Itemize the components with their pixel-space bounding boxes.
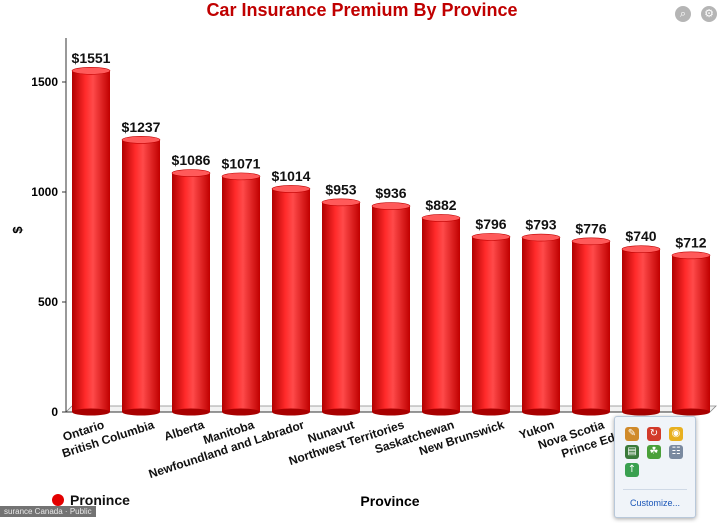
bar-body <box>472 236 510 412</box>
data-label: $1237 <box>122 119 161 135</box>
zoom-icon[interactable]: ⌕ <box>675 6 691 22</box>
bar[interactable] <box>71 66 111 416</box>
refresh-icon[interactable]: ↻ <box>647 427 661 441</box>
bar-base <box>572 408 610 416</box>
bar-cap <box>321 198 361 207</box>
data-label: $1086 <box>172 152 211 168</box>
bar[interactable] <box>571 237 611 416</box>
legend-label: Pronince <box>70 492 130 508</box>
bar[interactable] <box>521 233 561 416</box>
data-label: $882 <box>425 197 456 213</box>
tray-divider <box>623 489 687 490</box>
bar-body <box>522 237 560 412</box>
chart-title: Car Insurance Premium By Province <box>206 0 517 20</box>
x-tick-label: Alberta <box>162 417 206 443</box>
bar-cap <box>71 66 111 75</box>
data-label: $1071 <box>222 155 261 171</box>
footer-text: surance Canada · Public <box>0 506 96 517</box>
y-axis-label: $ <box>10 226 25 234</box>
bar-base <box>372 408 410 416</box>
leaf-icon[interactable]: ☘ <box>647 445 661 459</box>
bar-base <box>472 408 510 416</box>
bar-cap <box>271 185 311 193</box>
bar-cap <box>571 237 611 246</box>
bar-cap <box>371 202 411 210</box>
bar-body <box>322 202 360 412</box>
bar-body <box>672 255 710 412</box>
bar[interactable] <box>471 233 511 416</box>
data-label: $740 <box>625 228 656 244</box>
pencil-icon[interactable]: ✎ <box>625 427 639 441</box>
bar-cap <box>421 214 461 222</box>
bar[interactable] <box>371 202 411 416</box>
bar-cap <box>221 172 261 181</box>
bar-base <box>672 408 710 416</box>
bar-cap <box>521 233 561 242</box>
bar-body <box>72 70 110 412</box>
bar-body <box>222 176 260 412</box>
bar-cap <box>121 136 161 144</box>
data-label: $953 <box>325 181 356 197</box>
data-label: $776 <box>575 220 606 236</box>
legend-swatch <box>52 494 64 506</box>
bar[interactable] <box>621 245 661 416</box>
bar-body <box>272 188 310 412</box>
y-tick-label: 0 <box>51 405 58 419</box>
data-label: $1014 <box>272 168 311 184</box>
bar-base <box>72 408 110 416</box>
bar-base <box>272 408 310 416</box>
bar-cap <box>471 233 511 241</box>
bar-body <box>572 241 610 412</box>
bar[interactable] <box>671 251 711 416</box>
data-label: $796 <box>475 216 506 232</box>
bar-base <box>322 408 360 416</box>
data-label: $793 <box>525 217 556 233</box>
bar-base <box>522 408 560 416</box>
legend: Pronince <box>52 492 130 508</box>
bar-base <box>622 408 660 416</box>
bar[interactable] <box>221 172 261 416</box>
bar-body <box>172 173 210 412</box>
bar-base <box>422 408 460 416</box>
bar-cap <box>171 169 211 177</box>
bar-body <box>372 206 410 412</box>
bar-body <box>622 249 660 412</box>
bar[interactable] <box>421 214 461 416</box>
system-tray-popup: ✎ ↻ ◉ ▤ ☘ ☷ ↑ Customize... <box>614 416 696 518</box>
bar[interactable] <box>321 198 361 416</box>
data-label: $936 <box>375 185 406 201</box>
y-tick-label: 500 <box>38 295 58 309</box>
bar-base <box>172 408 210 416</box>
bar-body <box>122 139 160 413</box>
settings-icon[interactable]: ⚙ <box>701 6 717 22</box>
data-label: $712 <box>675 234 706 250</box>
network-icon[interactable]: ☷ <box>669 445 683 459</box>
bar-base <box>222 408 260 416</box>
customize-link[interactable]: Customize... <box>629 498 680 508</box>
bar-base <box>122 408 160 416</box>
upload-icon[interactable]: ↑ <box>625 463 639 477</box>
chrome-icon[interactable]: ◉ <box>669 427 683 441</box>
data-label: $1551 <box>72 50 111 66</box>
y-tick-label: 1500 <box>31 75 58 89</box>
bar-body <box>422 217 460 412</box>
bar[interactable] <box>171 169 211 416</box>
bar-cap <box>671 251 711 260</box>
y-tick-label: 1000 <box>31 185 58 199</box>
bar[interactable] <box>271 185 311 416</box>
bar-cap <box>621 245 661 253</box>
chart-icon[interactable]: ▤ <box>625 445 639 459</box>
x-axis-label: Province <box>360 493 419 509</box>
bar[interactable] <box>121 136 161 416</box>
